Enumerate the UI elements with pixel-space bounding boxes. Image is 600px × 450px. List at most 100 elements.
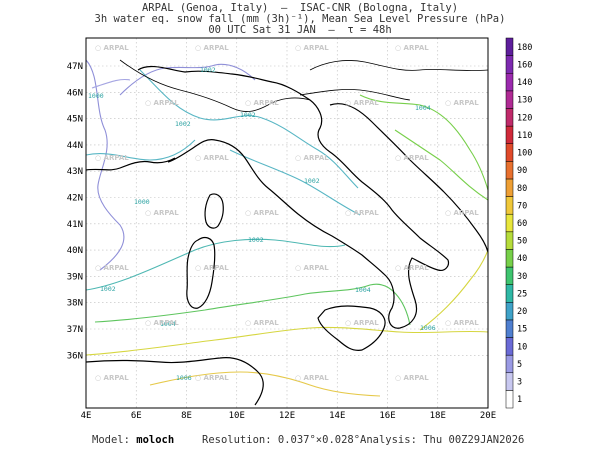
lat-tick-label: 44N bbox=[67, 141, 83, 151]
footer-analysis: Analysis: Thu 00Z29JAN2026 bbox=[360, 434, 525, 446]
contour-label: 1002 bbox=[240, 111, 256, 119]
lon-tick-label: 6E bbox=[131, 411, 142, 421]
lat-tick-label: 38N bbox=[67, 299, 83, 309]
arpal-watermark: ○ ARPAL bbox=[345, 209, 379, 217]
contour-label: 1004 bbox=[355, 286, 371, 294]
lat-tick-label: 39N bbox=[67, 272, 83, 282]
map-frame bbox=[85, 37, 489, 409]
arpal-watermark: ○ ARPAL bbox=[395, 44, 429, 52]
arpal-watermark: ○ ARPAL bbox=[445, 319, 479, 327]
lat-tick-label: 45N bbox=[67, 115, 83, 125]
contour-label: 1000 bbox=[134, 198, 150, 206]
isobar-1006-south bbox=[86, 326, 488, 356]
border-alps bbox=[119, 59, 311, 112]
lat-tick-label: 42N bbox=[67, 194, 83, 204]
arpal-watermark: ○ ARPAL bbox=[95, 264, 129, 272]
colorbar-label: 70 bbox=[517, 201, 527, 211]
colorbar-swatch bbox=[505, 354, 514, 374]
colorbar-swatch bbox=[505, 37, 514, 56]
colorbar-label: 25 bbox=[517, 289, 527, 299]
lat-tick-label: 43N bbox=[67, 167, 83, 177]
isobar-1006-africa bbox=[149, 371, 381, 397]
arpal-watermark: ○ ARPAL bbox=[195, 264, 229, 272]
contour-label: 1004 bbox=[415, 104, 431, 112]
colorbar-swatch bbox=[505, 266, 514, 285]
isobar-1002-north bbox=[139, 69, 359, 189]
isobar-contours bbox=[86, 59, 488, 397]
arpal-watermark: ○ ARPAL bbox=[395, 374, 429, 382]
footer-model: Model: moloch bbox=[92, 434, 175, 446]
isobar-1002-adriatic bbox=[229, 149, 361, 216]
colorbar-label: 3 bbox=[517, 378, 522, 388]
colorbar-label: 1 bbox=[517, 395, 522, 405]
colorbar-label: 30 bbox=[517, 272, 527, 282]
arpal-watermark: ○ ARPAL bbox=[145, 319, 179, 327]
coast-sardinia bbox=[186, 236, 216, 309]
contour-label: 1002 bbox=[175, 120, 191, 128]
latitude-ticks: 47N 46N 45N 44N 43N 42N 41N 40N 39N 38N 37N 36N bbox=[67, 62, 83, 361]
isobar-1006-se bbox=[419, 249, 488, 331]
colorbar-swatch bbox=[505, 284, 514, 303]
arpal-watermark: ○ ARPAL bbox=[95, 154, 129, 162]
contour-label: 1006 bbox=[420, 324, 436, 332]
contour-label: 1002 bbox=[304, 177, 320, 185]
colorbar-label: 80 bbox=[517, 184, 527, 194]
colorbar-label: 20 bbox=[517, 307, 527, 317]
lon-tick-label: 4E bbox=[81, 411, 92, 421]
colorbar-label: 180 bbox=[517, 43, 532, 53]
colorbar-swatch bbox=[505, 72, 514, 92]
colorbar-label: 50 bbox=[517, 237, 527, 247]
colorbar-label: 60 bbox=[517, 219, 527, 229]
contour-label: 1000 bbox=[88, 92, 104, 100]
colorbar-label: 120 bbox=[517, 113, 532, 123]
national-borders bbox=[119, 59, 488, 112]
lon-tick-label: 12E bbox=[279, 411, 295, 421]
isobar-1004-east bbox=[359, 94, 488, 191]
colorbar-swatch bbox=[505, 178, 514, 197]
arpal-watermark: ○ ARPAL bbox=[295, 264, 329, 272]
coast-balkans bbox=[329, 103, 488, 253]
arpal-watermark: ○ ARPAL bbox=[145, 99, 179, 107]
arpal-watermark: ○ ARPAL bbox=[95, 374, 129, 382]
colorbar-swatch bbox=[505, 125, 514, 144]
lon-tick-label: 14E bbox=[329, 411, 345, 421]
contour-label: 1002 bbox=[248, 236, 264, 244]
lon-tick-label: 20E bbox=[480, 411, 496, 421]
lon-tick-label: 8E bbox=[181, 411, 192, 421]
colorbar-label: 5 bbox=[517, 360, 522, 370]
colorbar-swatch bbox=[505, 108, 514, 127]
arpal-watermark: ○ ARPAL bbox=[195, 154, 229, 162]
lon-tick-label: 16E bbox=[379, 411, 395, 421]
arpal-watermark: ○ ARPAL bbox=[345, 99, 379, 107]
colorbar-label: 130 bbox=[517, 96, 532, 106]
map-gridlines bbox=[86, 38, 488, 408]
colorbar-swatch bbox=[505, 302, 514, 321]
contour-label: 1006 bbox=[176, 374, 192, 382]
border-lakes bbox=[309, 60, 488, 71]
border-slovenia-croatia bbox=[299, 89, 411, 101]
arpal-watermark: ○ ARPAL bbox=[395, 264, 429, 272]
contour-label: 1002 bbox=[200, 66, 216, 74]
title-line-2: 3h water eq. snow fall (mm (3h)⁻¹), Mean… bbox=[94, 13, 506, 25]
lon-tick-label: 10E bbox=[229, 411, 245, 421]
watermarks: ○ ARPAL ○ ARPAL ○ ARPAL ○ ARPAL ○ ARPAL ○ ARP… bbox=[95, 44, 479, 382]
colorbar-label: 90 bbox=[517, 166, 527, 176]
lon-tick-label: 18E bbox=[430, 411, 446, 421]
isobar-1000-west bbox=[86, 59, 125, 271]
colorbar-swatch bbox=[505, 319, 514, 338]
lat-tick-label: 37N bbox=[67, 325, 83, 335]
lat-tick-label: 36N bbox=[67, 351, 83, 361]
coast-corsica bbox=[204, 193, 224, 229]
colorbar-label: 10 bbox=[517, 342, 527, 352]
contour-label: 1004 bbox=[160, 320, 176, 328]
colorbar-swatch bbox=[505, 213, 514, 233]
coast-italy bbox=[137, 65, 450, 329]
lat-tick-label: 47N bbox=[67, 62, 83, 72]
colorbar-label: 15 bbox=[517, 325, 527, 335]
coast-france bbox=[86, 157, 176, 171]
arpal-watermark: ○ ARPAL bbox=[345, 319, 379, 327]
title-line-1: ARPAL (Genoa, Italy) — ISAC-CNR (Bologna… bbox=[141, 2, 459, 14]
colorbar-swatch bbox=[505, 390, 514, 409]
isobar-1004-se bbox=[394, 129, 488, 201]
